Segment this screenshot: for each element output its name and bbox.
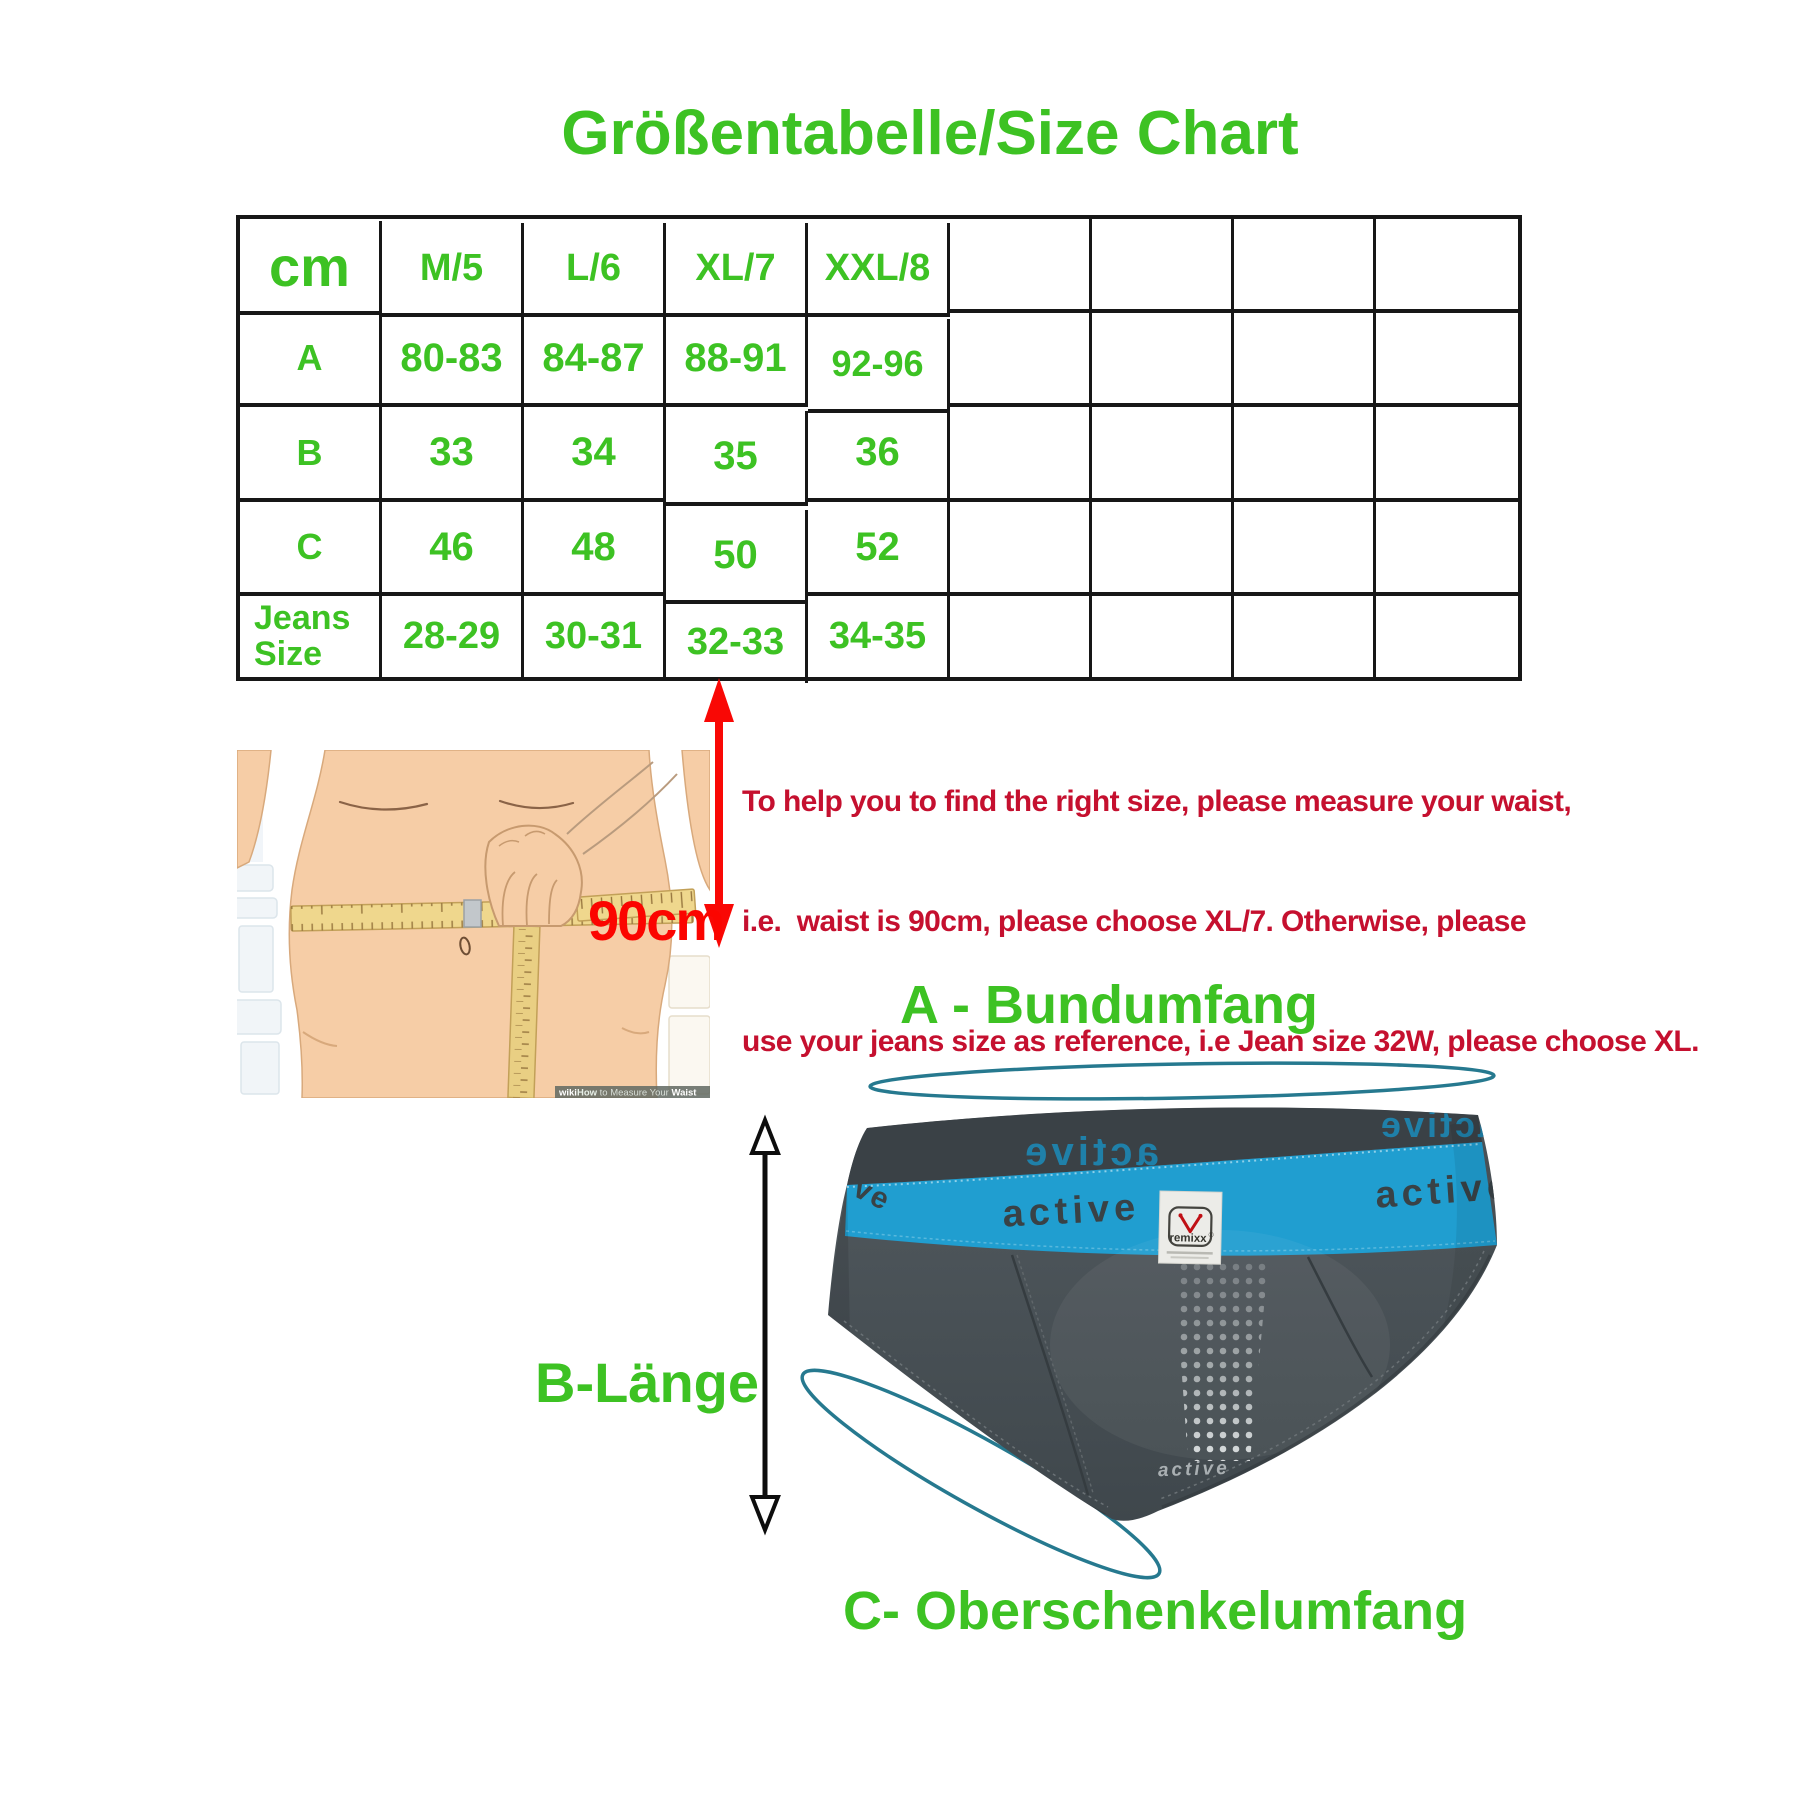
table-cell-empty [1376, 407, 1518, 502]
table-cell-empty [950, 219, 1092, 313]
wikihow-watermark: wikiHow to Measure Your Waist [555, 1086, 710, 1098]
table-row-label: A [240, 313, 382, 407]
waist-measurement-value: 90cm [588, 889, 725, 952]
table-cell: 92-96 [808, 319, 950, 413]
navel [459, 936, 471, 956]
waistband-back-text: active [1021, 1130, 1158, 1174]
table-cell-empty [1376, 313, 1518, 407]
briefs-product-photo: active active active active ve active [828, 1107, 1510, 1521]
brand-emblem-icon [1178, 1213, 1203, 1234]
table-row-label: B [240, 407, 382, 502]
table-row-label: C [240, 502, 382, 596]
table-cell-empty [1092, 407, 1234, 502]
table-cell-empty [1376, 596, 1518, 677]
measuring-tape-vertical [507, 924, 541, 1098]
hand [484, 824, 583, 927]
briefs-back-waistband [847, 1107, 1482, 1185]
sizing-note-line: use your jeans size as reference, i.e Je… [742, 1025, 1699, 1058]
length-arrow [749, 1114, 781, 1536]
front-seam-right [1306, 1256, 1374, 1378]
table-cell: 52 [808, 502, 950, 596]
table-cell: 30-31 [524, 596, 666, 677]
table-cell-empty [950, 313, 1092, 407]
table-cell-empty [1234, 313, 1376, 407]
table-cell: 80-83 [382, 313, 524, 407]
brand-label: remixx ® [1157, 1190, 1223, 1265]
table-cell-empty [1092, 596, 1234, 677]
label-b-laenge: B-Länge [535, 1351, 759, 1414]
table-row-label-jeans: Jeans Size [240, 596, 382, 677]
label-c-oberschenkelumfang: C- Oberschenkelumfang [843, 1581, 1468, 1641]
dots-caption: active [1158, 1458, 1231, 1481]
table-cell: 48 [524, 502, 666, 596]
table-cell-empty [1376, 219, 1518, 313]
table-cell-empty [1092, 219, 1234, 313]
table-cell-empty [1234, 407, 1376, 502]
table-cell-empty [950, 502, 1092, 596]
table-cell: 28-29 [382, 596, 524, 677]
dot-pattern [1174, 1263, 1268, 1461]
watermark-end: Waist [671, 1088, 697, 1099]
sizing-note: To help you to find the right size, plea… [742, 702, 1699, 1102]
table-cell: 34 [524, 407, 666, 502]
table-header-unit: cm [240, 221, 382, 315]
shelf-left [237, 750, 282, 1095]
table-cell-empty [1234, 502, 1376, 596]
table-cell: 34-35 [808, 596, 950, 677]
watermark-how: How [577, 1088, 598, 1099]
waist-measure-illustration: wikiHow to Measure Your Waist [237, 750, 710, 1098]
sizing-note-line: To help you to find the right size, plea… [742, 785, 1572, 818]
table-cell-empty [1376, 502, 1518, 596]
table-header-size: M/5 [382, 223, 524, 317]
furniture-right [668, 955, 710, 1095]
table-cell: 35 [666, 411, 808, 506]
waistband-front-text: active [1001, 1186, 1141, 1235]
sizing-note-line: i.e. waist is 90cm, please choose XL/7. … [742, 905, 1527, 938]
label-a-bundumfang: A - Bundumfang [900, 975, 1318, 1035]
table-cell: 32-33 [666, 602, 808, 683]
table-cell: 88-91 [666, 313, 808, 407]
waistband-front-text: active [1374, 1165, 1510, 1217]
table-cell-empty [950, 596, 1092, 677]
svg-text:wikiHow to Measure Your Waist: wikiHow to Measure Your Waist [558, 1088, 697, 1099]
table-cell-empty [950, 407, 1092, 502]
table-cell: 50 [666, 510, 808, 604]
watermark-wiki: wiki [558, 1088, 577, 1099]
table-cell: 84-87 [524, 313, 666, 407]
size-table: cm M/5 L/6 XL/7 XXL/8 A 80-83 84-87 88-9… [236, 215, 1522, 683]
front-seam-left [1010, 1254, 1090, 1496]
table-header-size: L/6 [524, 223, 666, 317]
table-cell-empty [1234, 219, 1376, 313]
brand-name: remixx [1169, 1232, 1207, 1245]
watermark-mid: to Measure Your [597, 1088, 671, 1099]
table-cell-empty [1234, 596, 1376, 677]
table-header-size: XXL/8 [808, 223, 950, 317]
table-header-size: XL/7 [666, 223, 808, 317]
table-cell-empty [1092, 502, 1234, 596]
page-title: Größentabelle/Size Chart [561, 99, 1299, 168]
table-cell: 33 [382, 407, 524, 502]
forearm-outline [566, 761, 678, 855]
tape-metal-tip [463, 899, 482, 928]
registered-mark: ® [1208, 1231, 1214, 1239]
table-cell: 46 [382, 502, 524, 596]
table-cell: 36 [808, 407, 950, 502]
table-cell-empty [1092, 313, 1234, 407]
